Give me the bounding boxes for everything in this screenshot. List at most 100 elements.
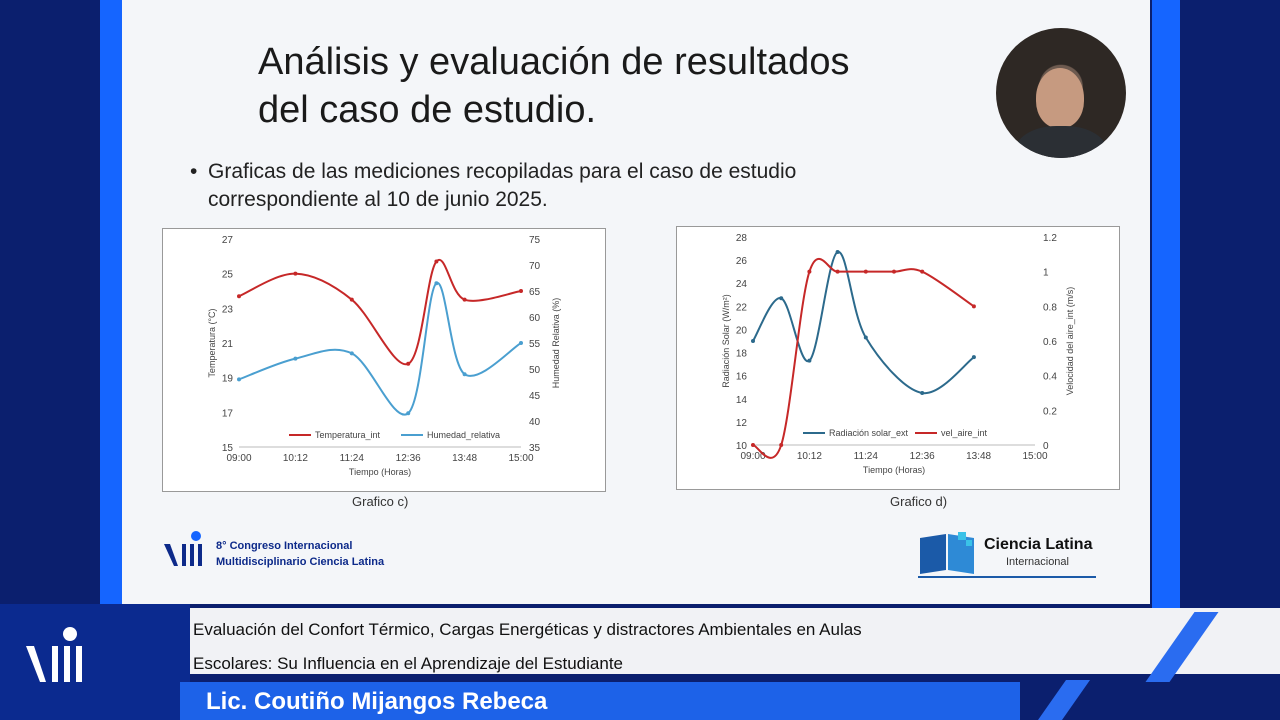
y-tick-label: 27 <box>222 235 234 246</box>
webcam-overlay <box>996 28 1126 158</box>
y-tick-label: 23 <box>222 304 234 315</box>
data-point <box>892 269 896 274</box>
y-tick-label: 19 <box>222 374 234 385</box>
congress-name: 8° Congreso Internacional Multidisciplin… <box>216 538 384 570</box>
y2-axis-title: Velocidad del aire_int (m/s) <box>1065 287 1075 396</box>
data-point <box>293 271 298 276</box>
talk-title-line-2: Escolares: Su Influencia en el Aprendiza… <box>193 654 623 673</box>
ciencia-latina-logo <box>920 532 974 574</box>
y-axis-title: Temperatura (°C) <box>207 308 217 377</box>
x-tick-label: 10:12 <box>797 451 822 462</box>
y2-tick-label: 0.4 <box>1043 372 1057 383</box>
data-point <box>779 443 784 447</box>
data-point <box>835 269 840 274</box>
speaker-name: Lic. Coutiño Mijangos Rebeca <box>206 688 548 715</box>
decor-slash-2 <box>1037 680 1091 720</box>
ciencia-latina-underline <box>918 576 1096 578</box>
data-point <box>835 250 840 255</box>
bullet-text: • Graficas de las mediciones recopiladas… <box>190 158 928 214</box>
data-point <box>462 297 467 302</box>
legend-label: Temperatura_int <box>315 430 381 440</box>
y2-tick-label: 60 <box>529 313 541 324</box>
y-tick-label: 15 <box>222 443 234 454</box>
y-tick-label: 10 <box>736 441 748 452</box>
data-point <box>406 361 411 366</box>
data-point <box>863 269 868 274</box>
x-tick-label: 10:12 <box>283 453 308 464</box>
data-point <box>863 335 868 340</box>
data-point <box>349 297 354 302</box>
data-point <box>971 355 976 360</box>
data-point <box>237 294 241 299</box>
y2-axis-title: Humedad Relativa (%) <box>551 298 561 389</box>
y2-tick-label: 50 <box>529 365 541 376</box>
y2-tick-label: 55 <box>529 339 541 350</box>
y-tick-label: 25 <box>222 270 234 281</box>
slide-title: Análisis y evaluación de resultados del … <box>258 38 849 134</box>
y2-tick-label: 65 <box>529 287 541 298</box>
y-tick-label: 16 <box>736 372 748 383</box>
legend-label: Radiación solar_ext <box>829 428 909 438</box>
y-tick-label: 18 <box>736 349 748 360</box>
congress-line-2: Multidisciplinario Ciencia Latina <box>216 556 385 568</box>
data-point <box>751 443 755 447</box>
y-tick-label: 22 <box>736 302 748 313</box>
data-point <box>751 339 755 343</box>
y2-tick-label: 1.2 <box>1043 233 1057 244</box>
y-tick-label: 26 <box>736 256 748 267</box>
ciencia-latina-subtitle: Internacional <box>1006 556 1069 568</box>
bullet-line-1: Graficas de las mediciones recopiladas p… <box>208 160 797 183</box>
data-point <box>462 372 467 377</box>
series-line <box>752 251 975 395</box>
y-tick-label: 21 <box>222 339 234 350</box>
data-point <box>237 377 241 382</box>
y2-tick-label: 35 <box>529 443 541 454</box>
chart-c-box: 15 17 19 21 23 25 27 35 40 45 50 55 60 65 70 75 09:00 10:… <box>162 228 606 492</box>
data-point <box>434 281 439 286</box>
congress-line-1: 8° Congreso Internacional <box>216 540 353 552</box>
x-tick-label: 15:00 <box>508 453 533 464</box>
talk-title-line-1: Evaluación del Confort Térmico, Cargas E… <box>193 620 862 639</box>
x-tick-label: 15:00 <box>1022 451 1047 462</box>
data-point <box>920 269 925 274</box>
ciencia-latina-name: Ciencia Latina <box>984 536 1093 553</box>
bullet-line-2: correspondiente al 10 de junio 2025. <box>208 188 548 211</box>
x-tick-label: 09:00 <box>226 453 251 464</box>
speaker-band <box>180 682 1020 720</box>
y2-tick-label: 0.8 <box>1043 302 1057 313</box>
x-tick-label: 13:48 <box>452 453 477 464</box>
right-stripe <box>1152 0 1180 610</box>
title-line-1: Análisis y evaluación de resultados <box>258 41 850 83</box>
y-tick-label: 12 <box>736 418 748 429</box>
series-line <box>238 258 522 365</box>
viii-logo-icon <box>26 627 82 682</box>
congress-logo <box>164 531 202 566</box>
data-point <box>519 341 523 345</box>
chart-c-caption: Grafico c) <box>352 494 409 509</box>
data-point <box>519 289 523 293</box>
y2-tick-label: 45 <box>529 391 541 402</box>
x-tick-label: 09:00 <box>740 451 765 462</box>
bullet-icon: • <box>190 160 198 183</box>
x-axis-title: Tiempo (Horas) <box>349 467 411 477</box>
y2-tick-label: 75 <box>529 235 541 246</box>
x-tick-label: 11:24 <box>340 453 365 464</box>
lower-third-band <box>160 608 1280 674</box>
y2-tick-label: 70 <box>529 261 541 272</box>
y-tick-label: 14 <box>736 395 748 406</box>
data-point <box>971 304 976 309</box>
data-point <box>807 269 812 274</box>
y-tick-label: 24 <box>736 279 748 290</box>
series-line <box>238 282 522 416</box>
y2-tick-label: 1 <box>1043 268 1049 279</box>
y2-tick-label: 0 <box>1043 441 1049 452</box>
data-point <box>406 411 411 416</box>
x-tick-label: 13:48 <box>966 451 991 462</box>
x-tick-label: 12:36 <box>396 453 421 464</box>
chart-d-caption: Grafico d) <box>890 494 948 509</box>
presenter-face <box>1036 68 1084 128</box>
presentation-slide: Análisis y evaluación de resultados del … <box>122 0 1150 604</box>
data-point <box>293 356 298 361</box>
chart-d-box: 10 12 14 16 18 20 22 24 26 28 0 0.2 0.4 0.6 0.8 1 1.2 09:… <box>676 226 1120 490</box>
